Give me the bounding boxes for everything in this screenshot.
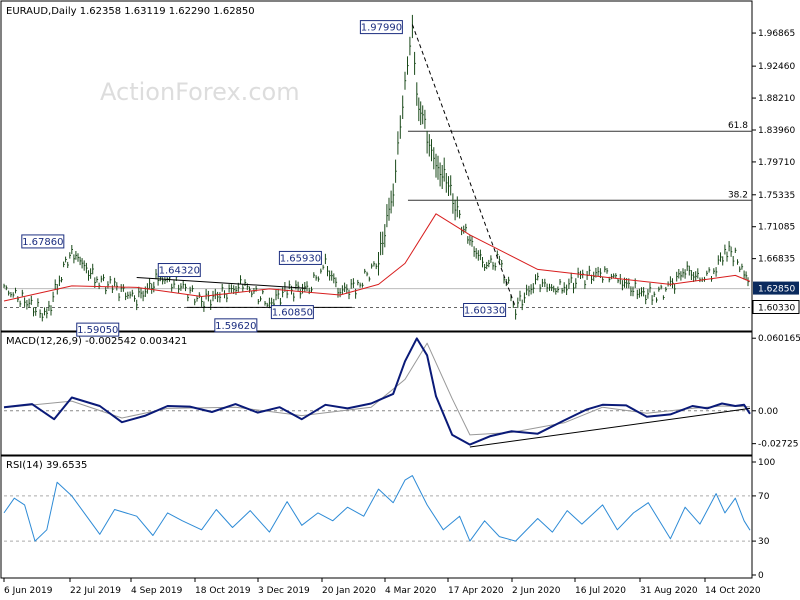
price-axis-tick: 1.62850	[758, 285, 795, 295]
x-axis-date-label: 3 Dec 2019	[258, 586, 310, 596]
price-annotation-label: 1.60850	[272, 308, 313, 319]
price-annotation-label: 1.59620	[215, 321, 256, 332]
price-axis-tick: 1.71085	[758, 223, 795, 233]
rsi-panel-frame	[0, 455, 753, 579]
rsi-title: RSI(14) 39.6535	[6, 460, 87, 471]
macd-trendline	[469, 407, 751, 448]
x-axis-date-label: 14 Oct 2020	[705, 586, 761, 596]
dashed-trendline	[411, 24, 517, 308]
price-title: EURAUD,Daily 1.62358 1.63119 1.62290 1.6…	[6, 6, 255, 17]
macd-layer	[3, 337, 751, 448]
upper-trendline	[136, 277, 307, 289]
price-axis-tick: 1.79710	[758, 158, 795, 168]
macd-axis-tick: -0.02725	[758, 440, 798, 450]
price-axis-tick: 1.88210	[758, 94, 795, 104]
price-layer: 61.8 38.2 1.97990 1.67860 1.64320 1.65930 1.59…	[3, 14, 752, 337]
price-annotation-label: 1.65930	[280, 253, 321, 264]
macd-line	[3, 337, 751, 446]
fib-level-label: 61.8	[728, 121, 748, 131]
price-annotation-box	[157, 263, 201, 278]
x-axis-date-label: 22 Jul 2019	[70, 586, 121, 596]
price-annotation-box	[270, 305, 314, 320]
support-price-tag	[752, 300, 800, 315]
rsi-line	[3, 475, 751, 542]
price-axis-tick: 1.66835	[758, 255, 795, 265]
x-axis-date-label: 31 Aug 2020	[640, 586, 698, 596]
axis-layer: 1.96865 1.92460 1.88210 1.83960 1.79710 1.753…	[3, 29, 800, 596]
x-axis-date-label: 4 Sep 2019	[131, 586, 183, 596]
rsi-axis-tick: 0	[758, 571, 764, 581]
rsi-axis-tick: 70	[758, 492, 770, 502]
price-annotation-label: 1.67860	[22, 237, 63, 248]
macd-panel-frame	[0, 331, 753, 456]
price-annotation-label: 1.60330	[464, 306, 505, 317]
price-annotation-box	[21, 234, 65, 249]
x-axis-date-label: 20 Jan 2020	[322, 586, 376, 596]
price-annotation-box	[359, 20, 403, 35]
rsi-axis-tick: 30	[758, 537, 770, 547]
macd-axis-tick: 0.00	[758, 407, 778, 417]
x-axis-date-label: 16 Jul 2020	[575, 586, 626, 596]
fib-level-label: 38.2	[728, 190, 748, 200]
price-axis-tick: 1.75335	[758, 191, 795, 201]
price-annotation-label: 1.59050	[77, 325, 118, 336]
x-axis-date-label: 4 Mar 2020	[385, 586, 437, 596]
macd-title: MACD(12,26,9) -0.002542 0.003421	[6, 336, 187, 347]
moving-average-line	[3, 213, 751, 302]
price-axis-tick: 1.92460	[758, 62, 795, 72]
price-annotation-box	[463, 303, 507, 318]
rsi-layer	[3, 475, 751, 542]
current-price-tag	[753, 281, 799, 295]
price-axis-tick: 1.83960	[758, 126, 795, 136]
macd-axis-tick: 0.060165	[758, 334, 800, 344]
price-axis-tick: 1.60330	[758, 304, 795, 314]
price-annotation-label: 1.97990	[361, 23, 402, 34]
price-annotation-box	[278, 250, 322, 265]
price-annotation-box	[214, 318, 258, 333]
price-panel-frame	[0, 0, 753, 332]
x-axis-date-label: 2 Jun 2020	[512, 586, 561, 596]
price-annotation-box	[76, 322, 120, 337]
x-axis-date-label: 18 Oct 2019	[195, 586, 251, 596]
watermark: ActionForex.com	[100, 78, 300, 106]
price-annotation-label: 1.64320	[159, 266, 200, 277]
x-axis-date-label: 17 Apr 2020	[448, 586, 504, 596]
price-axis-tick: 1.96865	[758, 29, 795, 39]
rsi-axis-tick: 100	[758, 458, 775, 468]
x-axis-date-label: 6 Jun 2019	[4, 586, 53, 596]
